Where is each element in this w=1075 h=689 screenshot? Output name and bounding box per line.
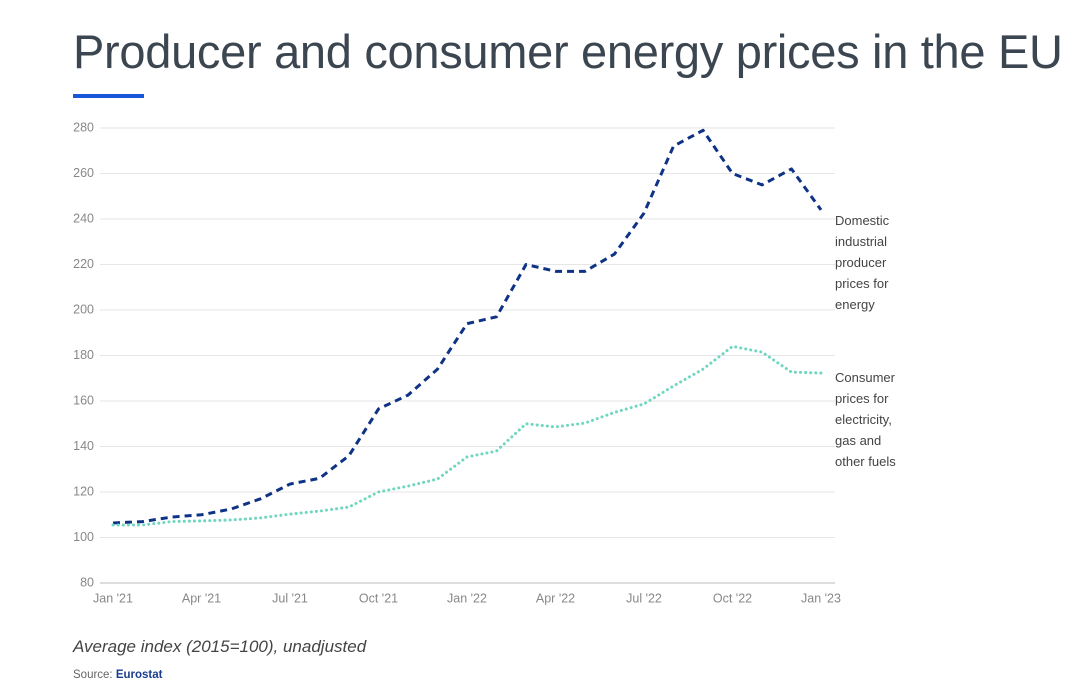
chart-title: Producer and consumer energy prices in t… xyxy=(73,25,1063,78)
y-tick-label: 220 xyxy=(73,257,94,271)
y-tick-label: 120 xyxy=(73,484,94,498)
title-underline xyxy=(73,94,144,98)
source-label: Source: xyxy=(73,669,113,681)
series-label: Domestic industrial producer prices for … xyxy=(835,213,890,312)
y-tick-label: 100 xyxy=(73,530,94,544)
x-tick-label: Apr '22 xyxy=(536,591,575,605)
x-tick-label: Jan '22 xyxy=(447,591,487,605)
x-tick-label: Jan '21 xyxy=(93,591,133,605)
y-tick-label: 260 xyxy=(73,166,94,180)
y-tick-label: 280 xyxy=(73,120,94,134)
y-tick-label: 140 xyxy=(73,439,94,453)
y-tick-label: 160 xyxy=(73,393,94,407)
x-tick-label: Jul '22 xyxy=(626,591,662,605)
y-tick-label: 80 xyxy=(80,575,94,589)
y-tick-label: 180 xyxy=(73,348,94,362)
note: Average index (2015=100), unadjusted xyxy=(73,637,367,656)
y-tick-label: 200 xyxy=(73,302,94,316)
source: Source: Eurostat xyxy=(73,669,163,681)
x-tick-label: Oct '22 xyxy=(713,591,752,605)
series-line xyxy=(112,128,823,525)
source-name: Eurostat xyxy=(115,669,163,681)
x-tick-label: Jan '23 xyxy=(801,591,841,605)
y-tick-label: 240 xyxy=(73,211,94,225)
x-tick-label: Apr '21 xyxy=(182,591,221,605)
series-label: Consumer prices for electricity, gas and… xyxy=(835,370,896,469)
series-line xyxy=(111,344,823,527)
x-tick-label: Oct '21 xyxy=(359,591,398,605)
x-tick-label: Jul '21 xyxy=(272,591,308,605)
